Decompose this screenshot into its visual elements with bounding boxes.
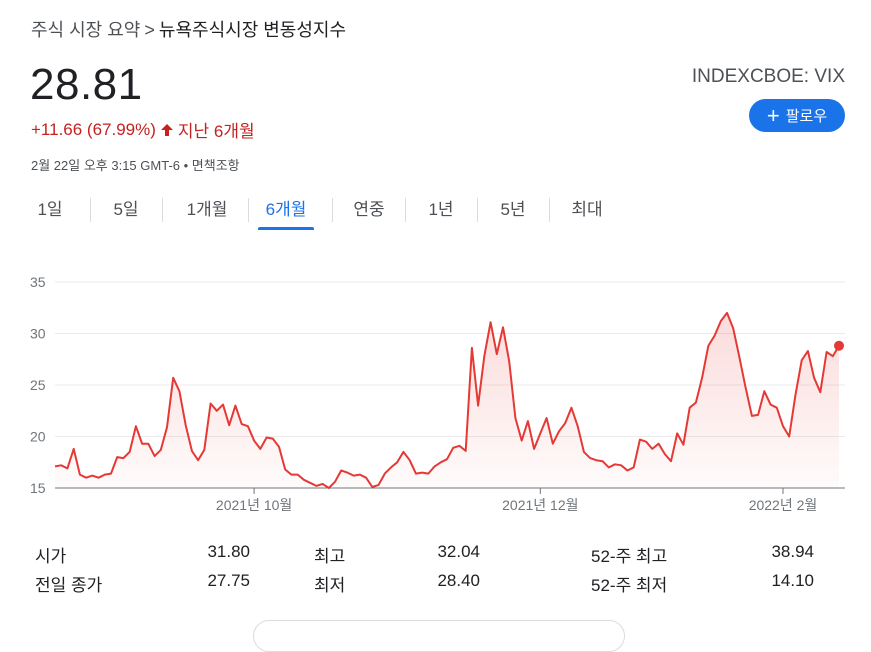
stat-value: 32.04 [437, 542, 480, 561]
stat-value: 27.75 [207, 571, 250, 590]
tab-divider [405, 198, 406, 222]
x-tick-label: 2022년 2월 [749, 497, 818, 513]
last-point-marker [834, 340, 844, 351]
stat-label: 전일 종가 [35, 576, 103, 595]
series-line [54, 311, 840, 489]
tab-1y[interactable]: 1년 [428, 200, 454, 219]
breadcrumb-parent[interactable]: 주식 시장 요약 [31, 20, 141, 40]
breadcrumb-current: 뉴욕주식시장 변동성지수 [158, 20, 347, 40]
tab-divider [90, 198, 91, 222]
tab-5y[interactable]: 5년 [500, 200, 526, 219]
stat-label: 52-주 최고 [591, 547, 668, 566]
stat-value: 38.94 [771, 542, 814, 561]
stats-table: 시가 31.80 최고 32.04 52-주 최고 38.94 전일 종가 27… [0, 538, 871, 598]
breadcrumb: 주식 시장 요약 > 뉴욕주식시장 변동성지수 [31, 16, 346, 42]
arrow-up-icon [160, 123, 173, 136]
y-tick-label: 35 [30, 274, 46, 290]
timestamp-disclaimer[interactable]: 2월 22일 오후 3:15 GMT-6 • 면책조항 [31, 158, 240, 173]
tab-divider [477, 198, 478, 222]
stat-value: 28.40 [437, 571, 480, 590]
tab-divider [248, 198, 249, 222]
y-tick-label: 20 [30, 429, 46, 445]
more-about-button[interactable] [253, 620, 625, 652]
current-price: 28.81 [30, 60, 143, 109]
stat-label: 최저 [314, 576, 346, 595]
y-tick-label: 30 [30, 326, 46, 342]
tab-max[interactable]: 최대 [571, 200, 603, 219]
x-tick-label: 2021년 10월 [216, 497, 292, 513]
stat-label: 시가 [35, 547, 67, 566]
chart-area-fill [55, 312, 839, 488]
tab-divider [162, 198, 163, 222]
price-change: +11.66 (67.99%) 지난 6개월 [31, 117, 255, 142]
y-tick-label: 15 [30, 480, 46, 496]
stat-value: 14.10 [771, 571, 814, 590]
tab-1d[interactable]: 1일 [37, 200, 63, 219]
ticker-symbol: INDEXCBOE: VIX [691, 66, 845, 87]
tab-divider [549, 198, 550, 222]
x-tick-label: 2021년 12월 [502, 497, 578, 513]
tab-6m[interactable]: 6개월 [258, 194, 314, 230]
y-tick-label: 25 [30, 377, 46, 393]
breadcrumb-separator: > [144, 20, 155, 40]
stat-label: 최고 [314, 547, 346, 566]
tab-5d[interactable]: 5일 [113, 200, 139, 219]
stat-value: 31.80 [207, 542, 250, 561]
plus-icon: + [766, 102, 780, 128]
change-value: +11.66 (67.99%) [31, 119, 156, 139]
stat-label: 52-주 최저 [591, 576, 668, 595]
follow-label: 팔로우 [785, 108, 828, 125]
follow-button[interactable]: + 팔로우 [749, 99, 845, 132]
tab-divider [332, 198, 333, 222]
tab-ytd[interactable]: 연중 [353, 200, 385, 219]
change-period: 지난 6개월 [177, 122, 255, 141]
price-chart[interactable]: 35 30 25 20 15 2021년 10월 2021년 12월 2022년 2월 [0, 258, 871, 520]
tab-1m[interactable]: 1개월 [186, 200, 228, 219]
